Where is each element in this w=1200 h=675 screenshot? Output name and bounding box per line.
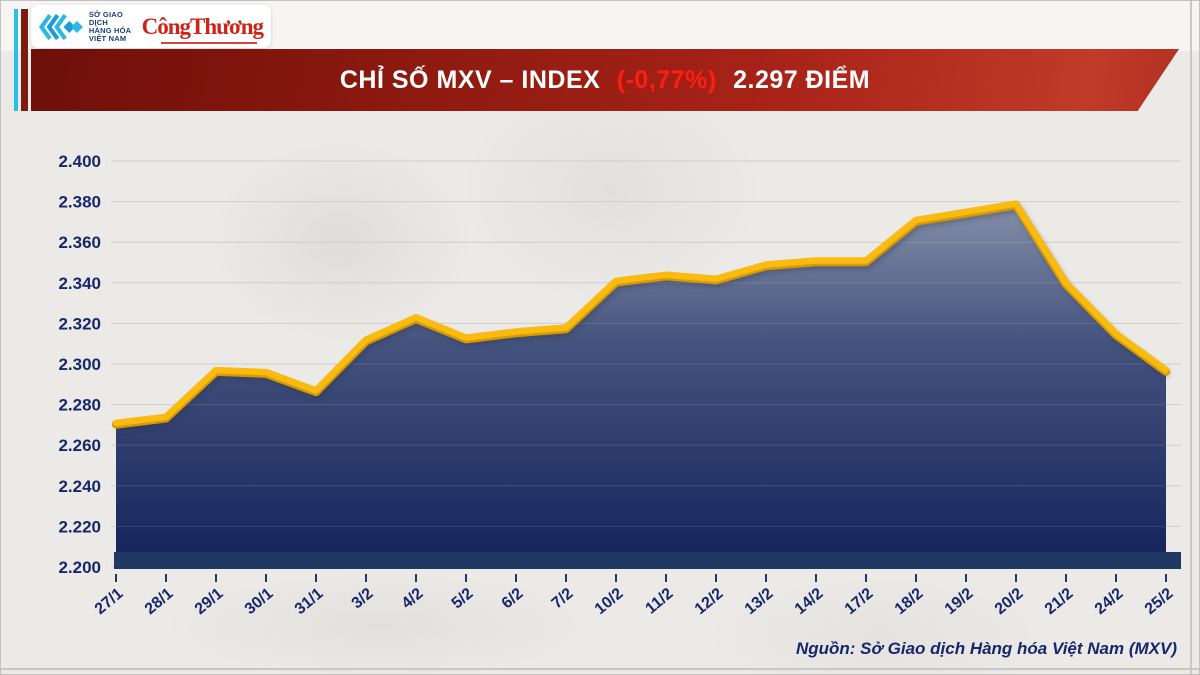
exchange-name-line1: SỞ GIAO DỊCH xyxy=(88,9,123,27)
y-axis-label: 2.260 xyxy=(58,436,101,455)
congthuong-wordmark: CôngThương xyxy=(142,15,264,44)
x-axis-label: 11/2 xyxy=(642,585,676,618)
index-line xyxy=(112,200,1170,427)
x-axis-label: 18/2 xyxy=(892,585,927,618)
x-axis-baseline xyxy=(114,552,1181,569)
y-axis-label: 2.340 xyxy=(58,274,101,293)
source-credit: Nguồn: Sở Giao dịch Hàng hóa Việt Nam (M… xyxy=(795,639,1177,658)
brand-underline xyxy=(161,41,257,44)
exchange-name-line3: VIỆT NAM xyxy=(88,33,127,43)
decor-stripe-maroon xyxy=(21,9,28,111)
x-axis-label: 5/2 xyxy=(449,585,477,612)
x-axis-label: 19/2 xyxy=(942,585,977,618)
decor-stripe-cyan xyxy=(14,9,18,111)
x-axis-label: 31/1 xyxy=(292,585,327,618)
x-axis-label: 14/2 xyxy=(792,585,827,618)
y-axis-label: 2.400 xyxy=(58,152,101,171)
y-axis-labels: 2.400 2.380 2.360 2.340 2.320 2.300 2.280 2.260… xyxy=(58,152,101,577)
x-axis-label: 3/2 xyxy=(349,585,377,612)
mxv-logo-icon xyxy=(39,13,83,40)
x-axis-label: 7/2 xyxy=(549,585,577,612)
y-axis-label: 2.220 xyxy=(58,517,101,536)
x-axis-label: 12/2 xyxy=(692,585,727,618)
title-change-percent: (-0,77%) xyxy=(616,65,717,94)
x-axis-label: 17/2 xyxy=(842,585,877,618)
x-axis-label: 4/2 xyxy=(399,585,427,612)
y-axis-label: 2.360 xyxy=(58,233,101,252)
title-index-name: CHỈ SỐ MXV – INDEX xyxy=(339,65,601,94)
exchange-name-line2: HÀNG HÓA xyxy=(88,25,132,35)
x-axis-label: 24/2 xyxy=(1092,585,1127,618)
y-axis-label: 2.200 xyxy=(58,558,101,577)
x-axis-label: 27/1 xyxy=(92,585,127,618)
area-fill xyxy=(116,203,1166,553)
title-index-value: 2.297 ĐIỂM xyxy=(733,65,871,94)
page-title: CHỈ SỐ MXV – INDEX (-0,77%) 2.297 ĐIỂM xyxy=(340,66,870,95)
logo-card: ™ SỞ GIAO DỊCH HÀNG HÓA VIỆT NAM CôngThư… xyxy=(31,5,271,48)
x-axis-label: 25/2 xyxy=(1142,585,1177,618)
x-axis-labels: 27/1 28/1 29/1 30/1 31/1 3/2 4/2 5/2 6/2 7/2 10/2 1… xyxy=(92,585,1177,618)
x-axis-label: 20/2 xyxy=(992,585,1027,618)
exchange-name: SỞ GIAO DỊCH HÀNG HÓA VIỆT NAM xyxy=(88,9,136,43)
x-axis-label: 29/1 xyxy=(192,585,227,618)
card-edge-bottom xyxy=(1,668,1199,670)
x-axis-label: 6/2 xyxy=(499,585,527,612)
y-axis-label: 2.280 xyxy=(58,396,101,415)
x-axis-label: 13/2 xyxy=(742,585,777,618)
x-axis-tick-marks xyxy=(115,574,1167,582)
title-banner: CHỈ SỐ MXV – INDEX (-0,77%) 2.297 ĐIỂM xyxy=(31,49,1179,111)
x-axis-label: 30/1 xyxy=(242,585,277,618)
y-axis-label: 2.380 xyxy=(58,193,101,212)
y-axis-label: 2.300 xyxy=(58,355,101,374)
x-axis-label: 28/1 xyxy=(142,585,177,618)
trademark-symbol: ™ xyxy=(89,11,95,17)
y-axis-label: 2.240 xyxy=(58,477,101,496)
x-axis-label: 21/2 xyxy=(1042,585,1077,618)
y-axis-label: 2.320 xyxy=(58,314,101,333)
x-axis-label: 10/2 xyxy=(592,585,627,618)
card-edge-right xyxy=(1190,1,1192,674)
